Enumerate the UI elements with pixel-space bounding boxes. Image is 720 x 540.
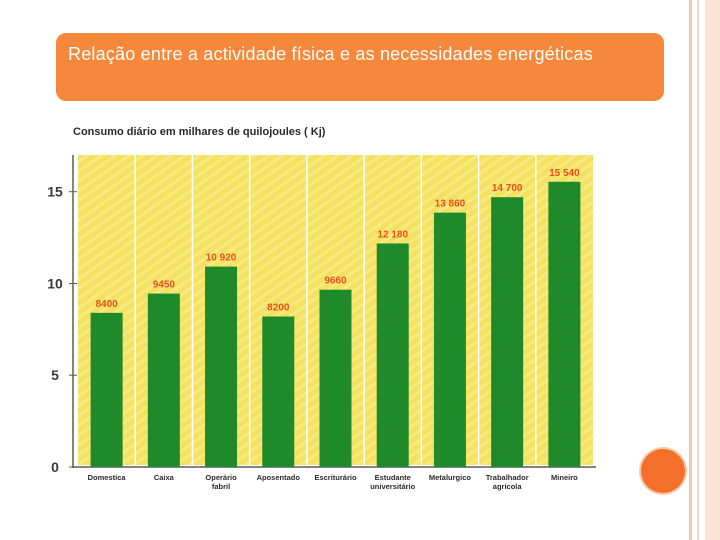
bar (548, 181, 581, 467)
decorative-circle (641, 449, 685, 493)
bar (491, 197, 524, 467)
bar (262, 316, 295, 467)
border-line (705, 0, 720, 540)
y-tick-label: 10 (47, 275, 63, 291)
y-tick-label: 5 (51, 367, 59, 383)
bar-value-label: 13 860 (435, 199, 466, 210)
bar-value-label: 8400 (95, 299, 118, 310)
bar (90, 312, 123, 467)
bar (376, 243, 409, 467)
x-tick-label: Aposentado (257, 473, 301, 482)
border-line (689, 0, 692, 540)
bar-value-label: 10 920 (206, 253, 237, 264)
border-line (697, 0, 699, 540)
bar-value-label: 9660 (324, 276, 347, 287)
chart-title: Consumo diário em milhares de quilojoule… (73, 126, 326, 138)
bar-value-label: 14 700 (492, 183, 523, 194)
bar-value-label: 9450 (153, 280, 176, 291)
bar-value-label: 12 180 (377, 229, 408, 240)
bar (319, 289, 352, 467)
bar-value-label: 8200 (267, 303, 290, 314)
y-tick-label: 0 (51, 459, 59, 475)
grid-lines (134, 155, 537, 467)
x-tick-label: Operário fabril (205, 473, 237, 491)
bar (147, 293, 180, 467)
bar (433, 212, 466, 467)
bar (205, 266, 238, 467)
x-tick-label: Estudante universitário (370, 473, 415, 491)
x-tick-label: Metalurgico (429, 473, 472, 482)
y-tick-label: 15 (47, 184, 63, 200)
slide-title-box: Relação entre a actividade física e as n… (56, 33, 664, 101)
slide-title: Relação entre a actividade física e as n… (68, 44, 593, 64)
x-tick-label: Caixa (154, 473, 175, 482)
x-tick-label: Escriturário (314, 473, 357, 482)
x-tick-label: Domestica (88, 473, 127, 482)
bar-value-label: 15 540 (549, 168, 580, 179)
x-tick-label: Mineiro (551, 473, 578, 482)
x-tick-label: Trabalhador agrícola (486, 473, 529, 491)
